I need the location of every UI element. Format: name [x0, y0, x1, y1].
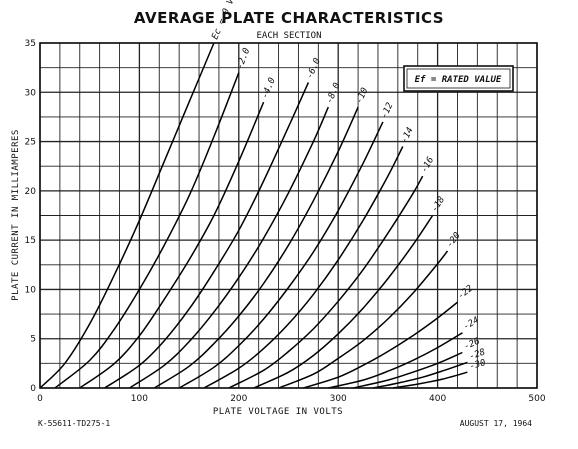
plot-frame [39, 42, 538, 389]
curve-label: -10 [355, 86, 371, 105]
curve-label: Ec = 0 VOLTS [210, 0, 245, 41]
x-tick-label: 400 [429, 394, 446, 404]
y-axis-label: PLATE CURRENT IN MILLIAMPERES [11, 129, 21, 301]
curve-line [303, 301, 458, 389]
curve-line [129, 106, 329, 389]
curve-line [54, 72, 240, 389]
figure-code: K-55611-TD275-1 [38, 419, 111, 428]
curve-line [328, 332, 463, 389]
curve-line [372, 361, 468, 389]
tick-labels: 0 100 200 300 400 500 0 5 10 15 20 25 30 35 [25, 39, 546, 404]
curve-label: -22 [456, 284, 475, 302]
curve-label: -6.0 [305, 57, 323, 81]
curve-label: -16 [420, 155, 437, 174]
x-axis-label: PLATE VOLTAGE IN VOLTS [213, 407, 343, 417]
x-tick-label: 300 [330, 394, 347, 404]
curve-line [352, 351, 463, 389]
y-tick-label: 0 [30, 384, 36, 394]
curve-line [392, 371, 468, 389]
curve-label: -20 [445, 231, 463, 250]
grid [39, 42, 538, 389]
curve-line [203, 146, 404, 389]
y-tick-label: 5 [30, 335, 36, 345]
curve-line [39, 42, 215, 389]
y-tick-label: 25 [25, 138, 36, 148]
chart-subtitle: EACH SECTION [256, 31, 322, 41]
y-tick-label: 35 [25, 39, 36, 49]
curve-label: -18 [430, 195, 447, 214]
x-tick-label: 100 [131, 394, 148, 404]
x-tick-label: 500 [528, 394, 545, 404]
curve-label: -24 [462, 315, 481, 332]
curve-label: -30 [469, 358, 487, 372]
annotation-box-inner-border [406, 68, 511, 89]
annotation-box-border [403, 65, 514, 92]
curve-line [153, 106, 359, 389]
figure-date: AUGUST 17, 1964 [459, 419, 532, 428]
curve-line [278, 250, 449, 389]
curve-line [228, 175, 424, 389]
annotation-box: Ef = RATED VALUE [403, 65, 514, 92]
x-tick-label: 200 [230, 394, 247, 404]
y-tick-label: 10 [25, 285, 37, 295]
curve-line [79, 101, 265, 389]
curve-line [104, 82, 310, 389]
curve-label: -2.0 [235, 47, 252, 71]
curves [39, 42, 468, 389]
y-tick-label: 20 [25, 187, 37, 197]
y-tick-label: 15 [25, 236, 36, 246]
chart-title: AVERAGE PLATE CHARACTERISTICS [133, 9, 445, 27]
curve-label: -4.0 [260, 76, 278, 100]
x-tick-label: 0 [37, 394, 43, 404]
curve-label: -8.0 [325, 81, 343, 105]
curve-line [253, 215, 434, 389]
y-tick-label: 30 [25, 88, 37, 98]
annotation-text: Ef = RATED VALUE [415, 75, 502, 85]
curve-line [178, 121, 384, 389]
curve-labels: Ec = 0 VOLTS-2.0-4.0-6.0-8.0 -10-12-14-16… [210, 0, 486, 372]
